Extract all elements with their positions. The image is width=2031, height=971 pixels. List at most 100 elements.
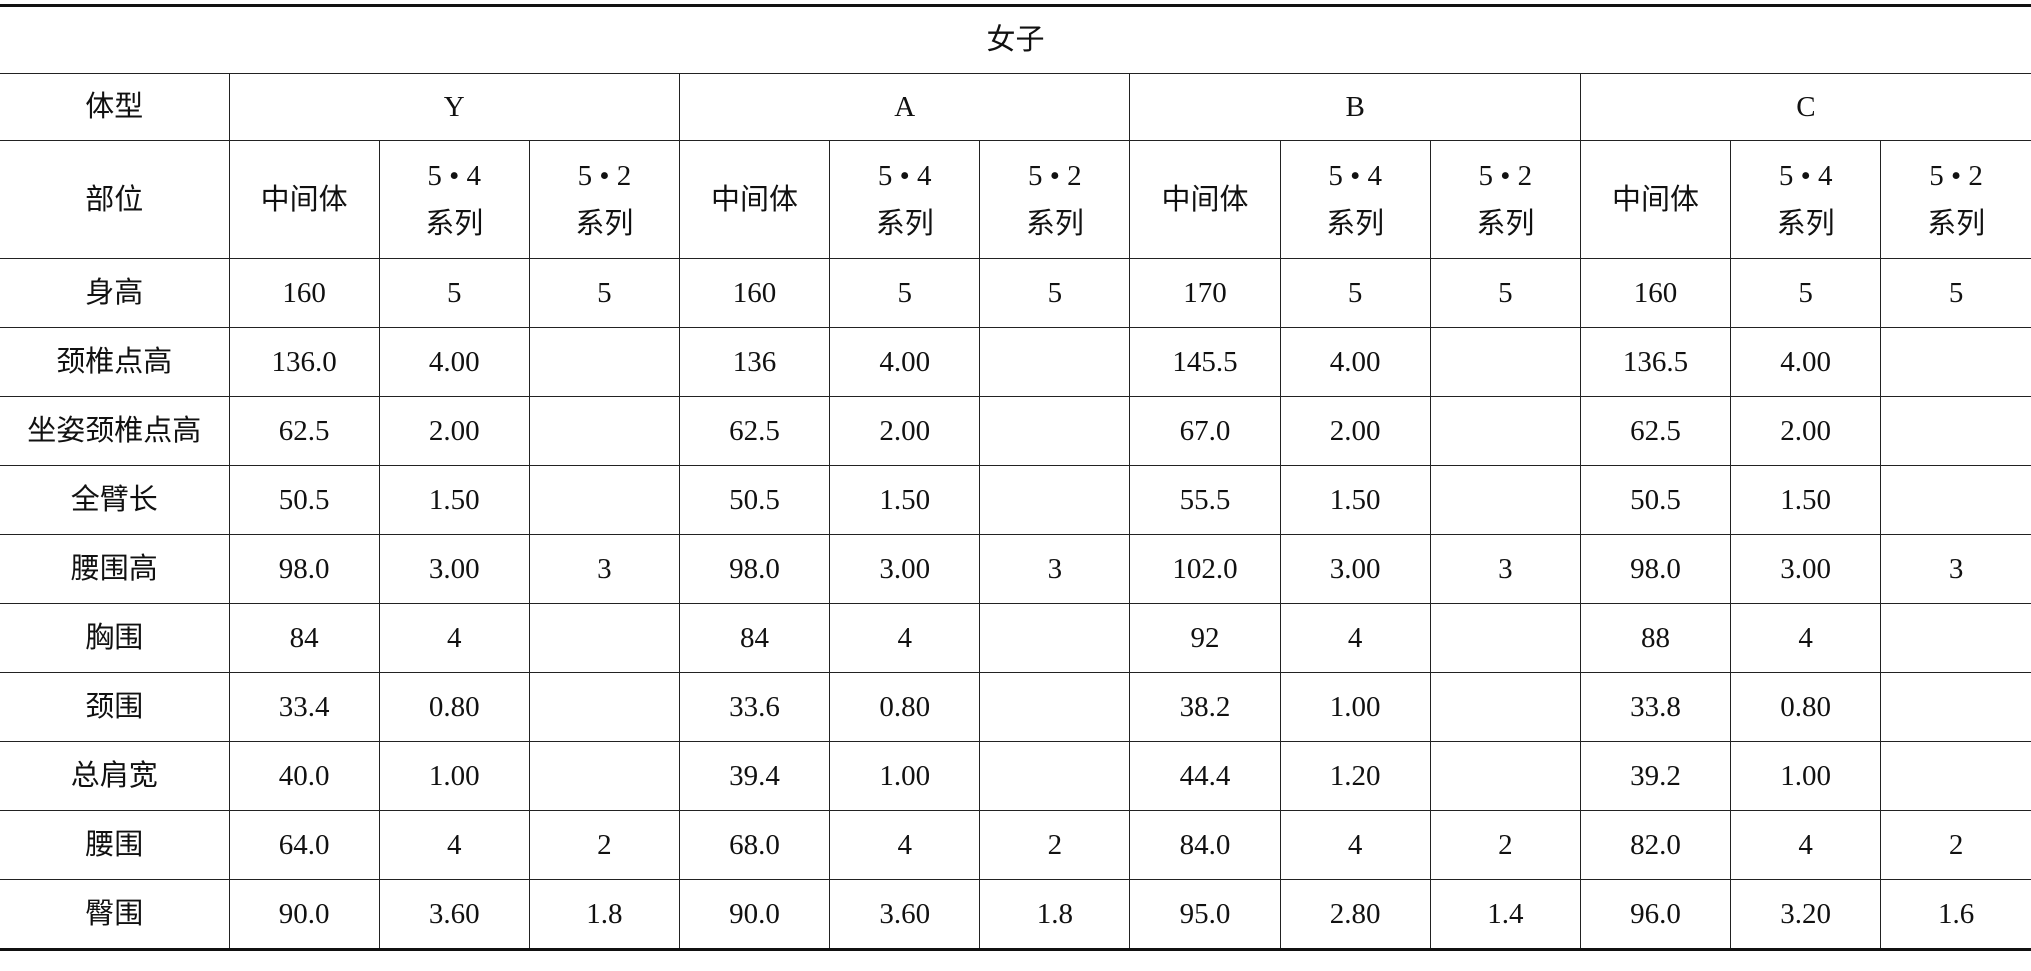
data-cell: 84.0 — [1129, 810, 1281, 880]
data-cell: 67.0 — [1129, 396, 1281, 466]
data-cell: 3.00 — [1279, 534, 1431, 604]
group-header: B — [1129, 73, 1581, 141]
data-cell: 1.50 — [829, 465, 981, 535]
data-cell: 33.4 — [228, 672, 380, 742]
column-header: 中间体 — [1579, 140, 1732, 259]
row-label: 臀围 — [0, 879, 230, 951]
data-cell — [1880, 672, 2031, 742]
data-cell: 4.00 — [378, 327, 530, 397]
data-cell — [979, 672, 1131, 742]
data-cell: 50.5 — [1579, 465, 1732, 535]
row-label: 颈围 — [0, 672, 230, 742]
data-cell: 5 — [1279, 258, 1431, 328]
data-cell: 3.00 — [378, 534, 530, 604]
size-table: 女子 体型 Y A B C 部位 中间体 5 • 4 系列 5 • 2 系列 中间体 5 • 4 系列… — [0, 4, 2031, 951]
header-label: 体型 — [0, 73, 230, 141]
data-cell: 4 — [1730, 603, 1882, 673]
table-title: 女子 — [0, 4, 2031, 74]
data-cell: 38.2 — [1129, 672, 1281, 742]
row-label: 胸围 — [0, 603, 230, 673]
data-cell: 88 — [1579, 603, 1732, 673]
data-cell: 0.80 — [1730, 672, 1882, 742]
page: {"title": "女子", "header": {"label": "体型"… — [0, 4, 2031, 971]
data-cell: 3.00 — [829, 534, 981, 604]
data-cell: 2 — [528, 810, 680, 880]
data-cell: 4 — [829, 603, 981, 673]
data-cell: 84 — [228, 603, 380, 673]
data-cell — [528, 603, 680, 673]
data-cell: 68.0 — [678, 810, 831, 880]
data-cell: 1.50 — [1279, 465, 1431, 535]
data-cell: 2.00 — [1279, 396, 1431, 466]
row-label: 身高 — [0, 258, 230, 328]
data-cell: 3 — [1880, 534, 2031, 604]
data-cell: 1.00 — [829, 741, 981, 811]
data-cell: 4 — [378, 810, 530, 880]
data-cell: 1.8 — [979, 879, 1131, 951]
data-cell: 1.6 — [1880, 879, 2031, 951]
data-cell — [1880, 465, 2031, 535]
data-row: 总肩宽 40.0 1.00 39.4 1.00 44.4 1.20 39.2 1.00 — [0, 741, 2031, 811]
column-header: 中间体 — [678, 140, 831, 259]
data-cell — [1880, 741, 2031, 811]
data-cell: 4.00 — [829, 327, 981, 397]
row-label: 颈椎点高 — [0, 327, 230, 397]
data-cell: 2.00 — [829, 396, 981, 466]
data-cell: 3.60 — [378, 879, 530, 951]
data-row: 腰围高 98.0 3.00 3 98.0 3.00 3 102.0 3.00 3 98.0 3.00 3 — [0, 534, 2031, 604]
group-header: A — [678, 73, 1131, 141]
data-cell: 33.6 — [678, 672, 831, 742]
data-cell: 4 — [1279, 603, 1431, 673]
data-cell: 90.0 — [228, 879, 380, 951]
data-cell: 1.00 — [378, 741, 530, 811]
column-header: 5 • 2 系列 — [979, 140, 1131, 259]
data-row: 胸围 84 4 84 4 92 4 88 4 — [0, 603, 2031, 673]
data-cell: 5 — [1730, 258, 1882, 328]
data-cell: 5 — [528, 258, 680, 328]
data-cell: 5 — [378, 258, 530, 328]
data-cell: 170 — [1129, 258, 1281, 328]
title-row: 女子 — [0, 4, 2031, 74]
data-cell: 2.00 — [378, 396, 530, 466]
data-cell — [528, 396, 680, 466]
data-cell: 4 — [1279, 810, 1431, 880]
data-cell: 2 — [979, 810, 1131, 880]
data-cell — [1880, 603, 2031, 673]
column-header: 5 • 4 系列 — [378, 140, 530, 259]
data-row: 颈椎点高 136.0 4.00 136 4.00 145.5 4.00 136.5 4.00 — [0, 327, 2031, 397]
data-cell: 39.2 — [1579, 741, 1732, 811]
data-cell: 1.8 — [528, 879, 680, 951]
row-label: 总肩宽 — [0, 741, 230, 811]
data-cell: 136.5 — [1579, 327, 1732, 397]
data-cell: 92 — [1129, 603, 1281, 673]
data-row: 身高 160 5 5 160 5 5 170 5 5 160 5 5 — [0, 258, 2031, 328]
column-header: 中间体 — [228, 140, 380, 259]
data-cell: 5 — [829, 258, 981, 328]
data-cell: 160 — [1579, 258, 1732, 328]
column-header: 5 • 4 系列 — [829, 140, 981, 259]
data-row: 坐姿颈椎点高 62.5 2.00 62.5 2.00 67.0 2.00 62.5 2.00 — [0, 396, 2031, 466]
data-cell — [528, 327, 680, 397]
data-cell — [1429, 465, 1581, 535]
data-cell: 4.00 — [1279, 327, 1431, 397]
data-row: 全臂长 50.5 1.50 50.5 1.50 55.5 1.50 50.5 1.50 — [0, 465, 2031, 535]
subheader-row: 部位 中间体 5 • 4 系列 5 • 2 系列 中间体 5 • 4 系列 5 • 2 系列… — [0, 140, 2031, 259]
data-cell: 5 — [979, 258, 1131, 328]
data-cell: 102.0 — [1129, 534, 1281, 604]
data-cell: 50.5 — [678, 465, 831, 535]
data-cell: 33.8 — [1579, 672, 1732, 742]
data-cell: 98.0 — [678, 534, 831, 604]
data-cell — [979, 741, 1131, 811]
data-cell: 2.00 — [1730, 396, 1882, 466]
data-cell — [1429, 672, 1581, 742]
data-cell: 55.5 — [1129, 465, 1281, 535]
column-header: 5 • 4 系列 — [1730, 140, 1882, 259]
data-cell: 3.00 — [1730, 534, 1882, 604]
data-cell: 2.80 — [1279, 879, 1431, 951]
data-cell: 145.5 — [1129, 327, 1281, 397]
data-cell: 1.50 — [378, 465, 530, 535]
data-cell — [528, 672, 680, 742]
data-cell: 40.0 — [228, 741, 380, 811]
data-row: 颈围 33.4 0.80 33.6 0.80 38.2 1.00 33.8 0.80 — [0, 672, 2031, 742]
data-cell — [1880, 396, 2031, 466]
